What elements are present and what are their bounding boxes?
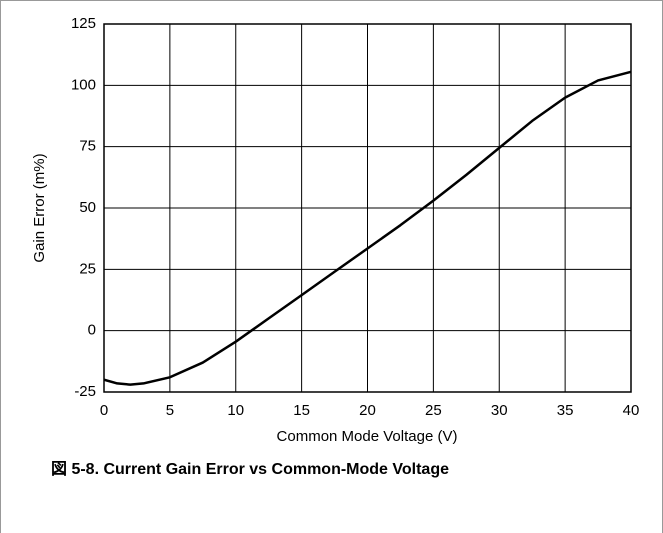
x-axis-label: Common Mode Voltage (V) <box>277 428 458 445</box>
caption: 図 5-8. Current Gain Error vs Common-Mode… <box>51 460 449 478</box>
y-tick-label: 0 <box>88 322 96 339</box>
x-tick-label: 0 <box>100 402 108 419</box>
y-tick-label: 125 <box>71 15 96 32</box>
y-tick-label: 50 <box>79 199 96 216</box>
x-tick-label: 35 <box>557 402 574 419</box>
x-tick-label: 30 <box>491 402 508 419</box>
x-tick-label: 5 <box>166 402 174 419</box>
x-tick-label: 15 <box>293 402 310 419</box>
x-tick-label: 25 <box>425 402 442 419</box>
y-tick-label: -25 <box>74 383 96 400</box>
x-tick-label: 20 <box>359 402 376 419</box>
plot-border <box>103 23 632 393</box>
data-line <box>103 70 632 386</box>
y-tick-label: 100 <box>71 76 96 93</box>
y-tick-label: 75 <box>79 138 96 155</box>
x-tick-label: 40 <box>623 402 640 419</box>
y-axis-label: Gain Error (m%) <box>31 153 48 262</box>
y-tick-label: 25 <box>79 260 96 277</box>
x-tick-label: 10 <box>227 402 244 419</box>
